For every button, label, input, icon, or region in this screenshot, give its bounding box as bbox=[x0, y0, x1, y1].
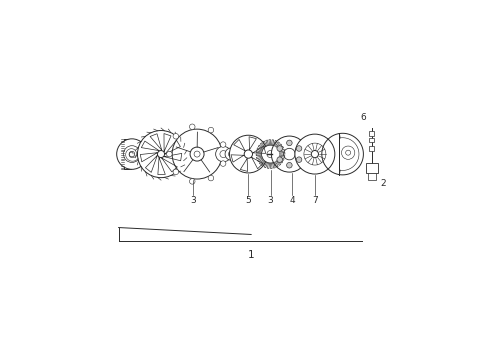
Circle shape bbox=[220, 150, 227, 158]
Circle shape bbox=[225, 148, 237, 160]
Text: 3: 3 bbox=[190, 196, 196, 204]
Circle shape bbox=[157, 150, 165, 158]
Circle shape bbox=[244, 150, 252, 158]
Circle shape bbox=[295, 134, 335, 174]
Bar bbox=[123, 139, 130, 169]
Text: 6: 6 bbox=[361, 113, 366, 122]
Circle shape bbox=[267, 150, 274, 158]
Circle shape bbox=[345, 150, 351, 155]
Circle shape bbox=[342, 146, 355, 159]
Text: 1: 1 bbox=[248, 250, 254, 260]
Circle shape bbox=[173, 134, 179, 139]
Circle shape bbox=[173, 169, 179, 175]
Circle shape bbox=[138, 131, 185, 177]
Circle shape bbox=[190, 179, 195, 184]
Circle shape bbox=[216, 146, 231, 162]
Text: 5: 5 bbox=[245, 196, 251, 204]
Circle shape bbox=[194, 151, 200, 157]
Bar bbox=[369, 138, 374, 143]
Bar bbox=[369, 131, 374, 135]
Circle shape bbox=[284, 148, 295, 160]
Text: 2: 2 bbox=[380, 179, 386, 188]
Circle shape bbox=[129, 151, 135, 157]
Bar bbox=[369, 146, 374, 151]
Circle shape bbox=[190, 147, 204, 161]
Circle shape bbox=[229, 135, 267, 173]
Circle shape bbox=[190, 124, 195, 130]
Text: 7: 7 bbox=[312, 196, 318, 204]
Circle shape bbox=[271, 136, 307, 172]
Bar bbox=[366, 163, 378, 174]
Text: 3: 3 bbox=[268, 196, 273, 204]
Circle shape bbox=[287, 140, 292, 146]
Circle shape bbox=[117, 139, 147, 169]
Text: 4: 4 bbox=[289, 196, 295, 204]
Circle shape bbox=[277, 146, 282, 151]
Circle shape bbox=[208, 175, 214, 181]
Circle shape bbox=[208, 127, 214, 133]
Circle shape bbox=[277, 157, 282, 162]
Circle shape bbox=[262, 145, 279, 163]
Circle shape bbox=[220, 161, 226, 166]
Circle shape bbox=[296, 157, 302, 162]
Circle shape bbox=[167, 151, 172, 157]
Circle shape bbox=[123, 146, 140, 162]
Circle shape bbox=[228, 151, 234, 157]
Circle shape bbox=[296, 146, 302, 151]
Circle shape bbox=[287, 162, 292, 168]
Circle shape bbox=[304, 143, 326, 165]
Circle shape bbox=[220, 142, 226, 147]
Circle shape bbox=[172, 129, 222, 179]
Circle shape bbox=[311, 150, 318, 158]
Polygon shape bbox=[340, 133, 364, 175]
Bar bbox=[368, 174, 376, 180]
